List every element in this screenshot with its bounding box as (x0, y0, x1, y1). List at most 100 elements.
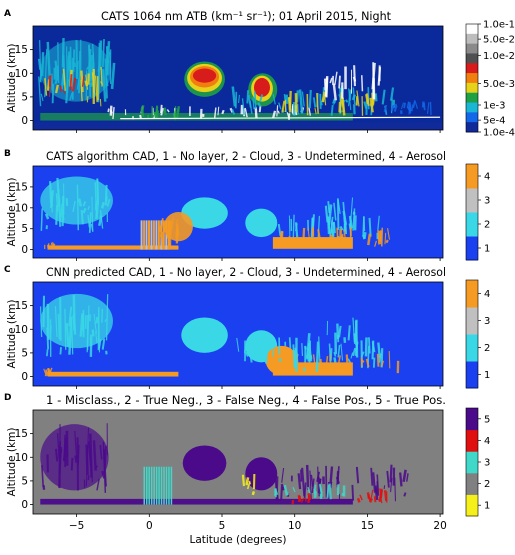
false-negative-stripe (151, 467, 153, 505)
false-negative-stripe (166, 467, 168, 505)
aerosol-streak (142, 111, 143, 115)
panel-letter: A (4, 9, 11, 19)
cirrus-streak (90, 212, 91, 233)
colorbar-tick-label: 4 (484, 172, 490, 183)
misclassified-streak (247, 477, 248, 485)
cirrus-streak (96, 201, 97, 210)
aerosol-streak (320, 366, 322, 369)
colorbar-segment (466, 112, 478, 122)
scattered-cloud (343, 103, 344, 115)
colorbar-segment (466, 451, 478, 473)
scattered-cloud (362, 75, 363, 91)
scattered-cloud (346, 100, 348, 103)
true-positive-streak (371, 468, 372, 486)
colorbar-tick-label: 1.0e-1 (483, 20, 515, 31)
panel-letter: B (4, 149, 11, 159)
aerosol-streak (380, 230, 381, 244)
colorbar-segment (466, 307, 478, 335)
x-tick-label: −5 (69, 520, 84, 532)
true-positive-streak (72, 458, 73, 471)
false-positive-streak (358, 498, 359, 502)
colorbar-segment (466, 236, 478, 261)
scattered-cloud (317, 342, 318, 372)
true-positive-streak (307, 465, 308, 490)
cirrus-streak (82, 210, 83, 224)
y-tick-label: 5 (21, 223, 28, 235)
panel-title: CNN predicted CAD, 1 - No layer, 2 - Clo… (46, 265, 446, 279)
false-negative-stripe (156, 467, 158, 505)
aerosol-streak (167, 229, 168, 239)
deep-cloud-core (193, 69, 216, 83)
cirrus-streak (53, 84, 54, 104)
scattered-cloud (354, 65, 355, 86)
scattered-cloud (256, 335, 257, 356)
aerosol-streak (331, 235, 332, 243)
scattered-cloud (310, 90, 311, 108)
deep-cloud (245, 209, 277, 237)
false-negative-stripe (143, 467, 145, 505)
scattered-cloud (298, 104, 299, 115)
true-positive-streak (94, 440, 96, 470)
misclassified-streak (243, 475, 244, 486)
cirrus-streak (74, 295, 75, 330)
aerosol-streak (324, 363, 325, 367)
aerosol-streak (320, 359, 321, 367)
colorbar-tick-label: 5.0e-3 (483, 79, 515, 90)
deep-cloud (181, 317, 228, 352)
low-level-streak (277, 105, 278, 116)
colorbar-tick-label: 5e-4 (483, 116, 506, 127)
aerosol-streak (156, 106, 157, 118)
undetermined-stripe (155, 220, 157, 249)
undetermined-stripe (150, 220, 152, 249)
colorbar-segment (466, 93, 478, 103)
colorbar-segment (466, 34, 478, 44)
scattered-cloud (395, 107, 396, 111)
low-level-streak (222, 110, 223, 114)
scattered-cloud (354, 77, 355, 82)
aerosol-streak (378, 354, 379, 367)
scattered-cloud (395, 104, 396, 108)
low-layer (40, 113, 353, 121)
aerosol-streak (178, 246, 179, 249)
false-positive-streak (375, 496, 376, 502)
y-tick-label: 0 (21, 244, 28, 256)
y-tick-label: 0 (21, 371, 28, 383)
surface-region (33, 122, 443, 130)
cirrus-streak (42, 52, 43, 76)
misclassified-streak (253, 491, 254, 495)
false-negative-stripe (158, 467, 160, 505)
x-tick-label: 5 (219, 520, 226, 532)
colorbar-segment (466, 430, 478, 452)
true-positive-streak (400, 473, 401, 487)
cirrus-streak (79, 51, 80, 93)
false-negative-stripe (161, 467, 163, 505)
cirrus-streak (97, 178, 98, 204)
true-positive-streak (357, 467, 358, 483)
true-positive-streak (105, 446, 106, 466)
true-positive-streak (376, 486, 377, 500)
y-axis-label: Altitude (km) (6, 428, 18, 497)
y-axis-label: Altitude (km) (6, 44, 18, 113)
colorbar-tick-label: 4 (484, 436, 490, 447)
scattered-cloud (354, 212, 355, 215)
aerosol-streak (303, 228, 304, 242)
scattered-cloud (295, 350, 296, 369)
colorbar-tick-label: 2 (484, 220, 490, 231)
low-level-streak (111, 110, 112, 113)
false-negative-streak (321, 494, 322, 499)
colorbar-tick-label: 1e-3 (483, 101, 506, 112)
cirrus-streak (47, 349, 48, 356)
scattered-cloud (349, 325, 350, 340)
scattered-cloud (247, 90, 248, 103)
false-negative-stripe (168, 467, 170, 505)
true-positive-streak (56, 449, 57, 461)
plot-area (33, 282, 443, 386)
true-positive-streak (75, 456, 76, 463)
y-tick-label: 5 (21, 347, 28, 359)
aerosol-streak (347, 355, 348, 371)
scattered-cloud (363, 216, 364, 236)
